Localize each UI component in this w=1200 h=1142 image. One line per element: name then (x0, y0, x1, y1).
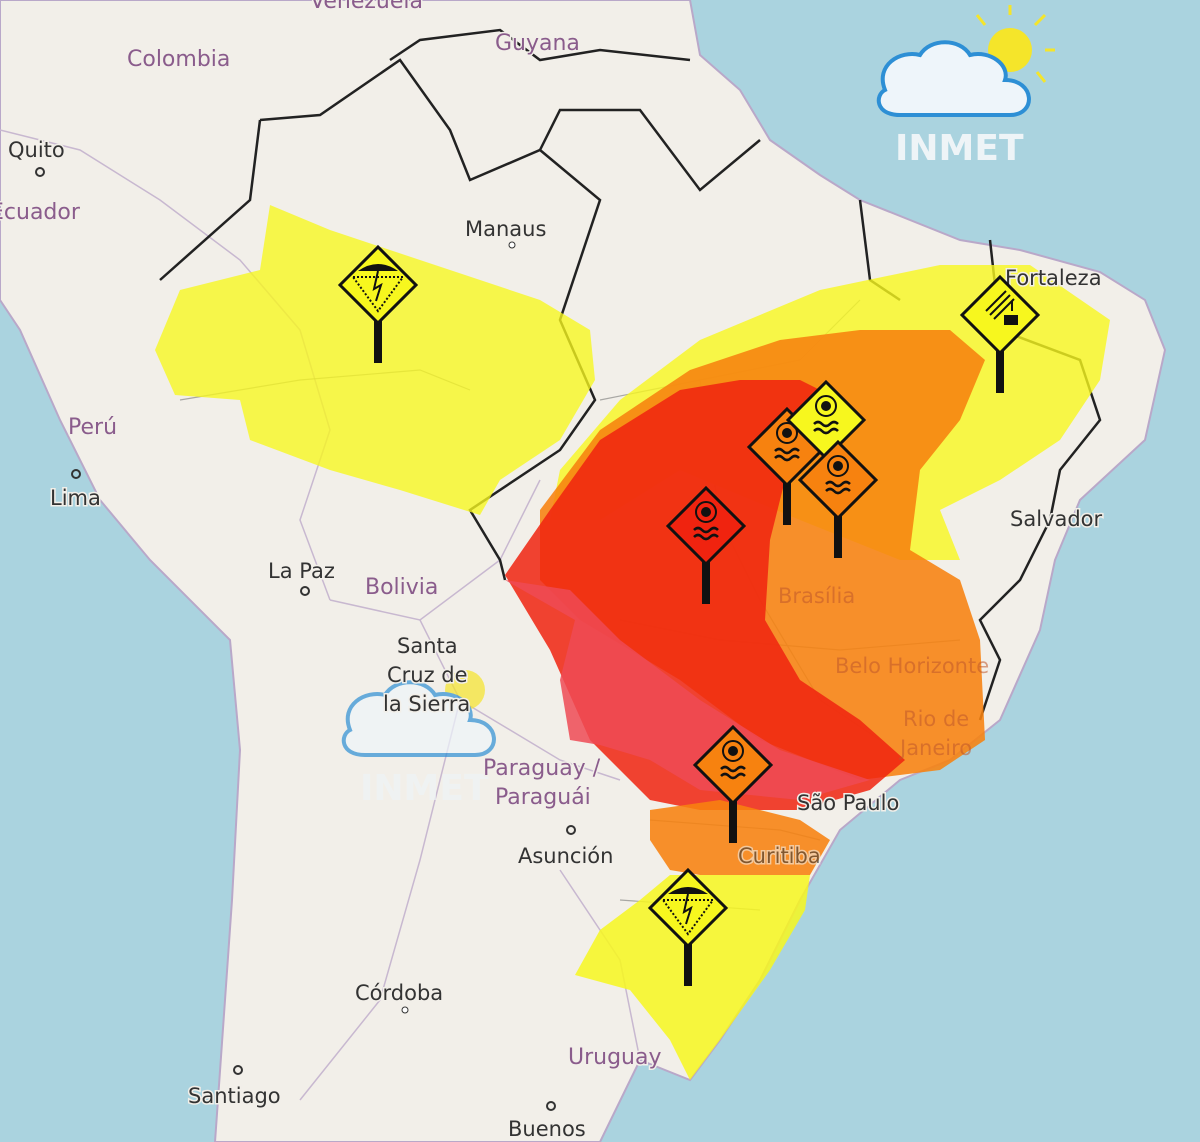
label-rio: Janeiro (898, 736, 972, 760)
alert-sign-yellow[interactable] (337, 244, 419, 363)
logo-text: INMET (895, 128, 1024, 169)
label-la-paz: La Paz (268, 559, 335, 583)
label-sao-paulo: São Paulo (797, 791, 899, 815)
heat-wave-icon (693, 501, 719, 541)
label-santiago: Santiago (188, 1084, 281, 1108)
heat-wave-icon (774, 422, 800, 462)
label-buenos: Buenos (508, 1117, 586, 1141)
inmet-logo-watermark: INMET (341, 670, 496, 809)
cloud-sun-icon (876, 5, 1055, 117)
city-dot (508, 241, 516, 249)
city-dot (566, 825, 576, 835)
city-dot (71, 469, 81, 479)
label-ecuador: Ecuador (0, 200, 81, 225)
label-santa-cruz: la Sierra (383, 692, 470, 716)
label-guyana: Guyana (495, 31, 580, 56)
label-venezuela: Venezuela (310, 0, 423, 14)
label-colombia: Colombia (127, 47, 230, 72)
label-manaus: Manaus (465, 217, 546, 241)
label-bolivia: Bolivia (365, 575, 438, 600)
city-dot (300, 586, 310, 596)
label-santa-cruz: Cruz de (387, 663, 468, 687)
city-dot (401, 1006, 409, 1014)
label-fortaleza: Fortaleza (1005, 266, 1102, 290)
city-dot (35, 167, 45, 177)
label-curitiba: Curitiba (738, 844, 821, 868)
label-paraguay: Paraguay / (483, 756, 601, 781)
alert-sign-red[interactable] (665, 485, 747, 604)
alert-sign-orange[interactable] (797, 439, 879, 558)
heat-wave-icon (720, 740, 746, 780)
storm-icon (351, 264, 405, 313)
city-dot (546, 1101, 556, 1111)
label-belo-horizonte: Belo Horizonte (835, 654, 989, 678)
label-peru: Perú (68, 415, 117, 440)
label-cordoba: Córdoba (355, 981, 443, 1005)
alert-area-yellow-south[interactable] (575, 875, 810, 1080)
alert-signs (337, 244, 1041, 986)
alert-area-orange-south[interactable] (650, 800, 830, 875)
city-dot (233, 1065, 243, 1075)
label-brasilia: Brasília (778, 584, 855, 608)
storm-icon (661, 887, 715, 936)
alert-sign-orange[interactable] (692, 724, 774, 843)
label-paraguay: Paraguái (495, 785, 591, 810)
label-salvador: Salvador (1010, 507, 1103, 531)
label-santa-cruz: Santa (397, 634, 458, 658)
label-rio: Rio de (903, 707, 969, 731)
label-asuncion: Asunción (518, 844, 613, 868)
alert-sign-yellow[interactable] (647, 867, 729, 986)
heat-wave-icon (813, 395, 839, 435)
inmet-logo: INMET (876, 5, 1055, 169)
dry-air-icon (985, 290, 1018, 325)
heat-wave-icon (825, 455, 851, 495)
alert-area-pink[interactable] (505, 580, 870, 800)
label-lima: Lima (50, 486, 101, 510)
logo-text: INMET (360, 768, 489, 809)
alert-sign-yellow[interactable] (959, 274, 1041, 393)
label-uruguay: Uruguay (568, 1045, 662, 1070)
label-quito: Quito (8, 138, 65, 162)
